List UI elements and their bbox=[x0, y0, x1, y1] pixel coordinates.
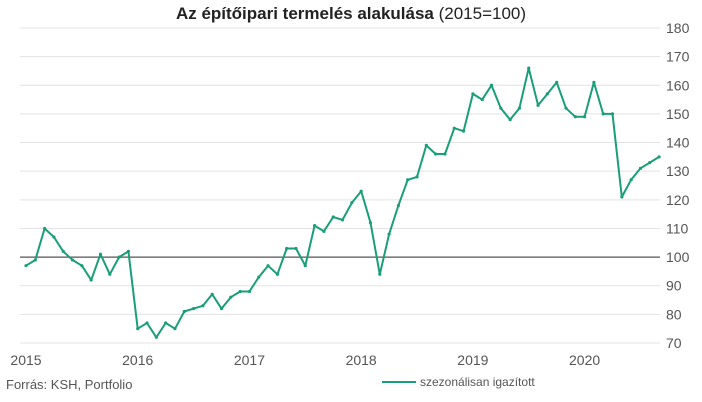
data-point bbox=[517, 106, 522, 110]
data-point bbox=[480, 97, 484, 102]
x-tick-label: 2018 bbox=[346, 352, 377, 368]
x-tick-label: 2020 bbox=[569, 352, 600, 368]
data-point bbox=[657, 155, 661, 159]
data-point bbox=[629, 178, 633, 182]
data-point bbox=[340, 218, 345, 222]
data-point bbox=[164, 321, 168, 325]
data-point bbox=[257, 275, 261, 279]
data-point bbox=[610, 112, 615, 116]
data-point bbox=[33, 258, 37, 262]
chart-title-suffix: (2015=100) bbox=[433, 4, 527, 23]
data-point bbox=[285, 246, 289, 251]
data-point bbox=[173, 327, 177, 331]
chart-title: Az építőipari termelés alakulása (2015=1… bbox=[0, 4, 702, 24]
data-point bbox=[24, 264, 28, 268]
x-tick-label: 2015 bbox=[10, 352, 41, 368]
data-point bbox=[294, 246, 298, 251]
data-point bbox=[154, 335, 158, 339]
y-tick-label: 140 bbox=[666, 135, 690, 151]
data-point bbox=[89, 278, 93, 282]
data-point bbox=[201, 304, 205, 308]
data-point bbox=[434, 152, 438, 156]
data-point bbox=[601, 112, 605, 116]
data-point bbox=[378, 272, 382, 276]
data-point bbox=[219, 307, 224, 311]
data-point bbox=[43, 226, 47, 231]
data-point bbox=[238, 289, 242, 294]
data-point bbox=[648, 160, 652, 165]
data-point bbox=[555, 80, 559, 85]
data-point bbox=[70, 258, 75, 262]
y-tick-label: 120 bbox=[666, 192, 690, 208]
data-point bbox=[452, 126, 456, 130]
data-point bbox=[396, 203, 400, 208]
data-point bbox=[527, 66, 531, 70]
data-point bbox=[536, 103, 540, 107]
y-tick-label: 180 bbox=[666, 20, 690, 36]
data-point bbox=[461, 129, 466, 133]
data-point bbox=[136, 327, 140, 331]
y-tick-label: 70 bbox=[666, 335, 682, 351]
x-tick-label: 2017 bbox=[234, 352, 265, 368]
data-point bbox=[508, 118, 512, 122]
chart-title-main: Az építőipari termelés alakulása bbox=[175, 4, 434, 23]
data-point bbox=[359, 189, 363, 193]
data-point bbox=[108, 272, 112, 276]
y-tick-label: 150 bbox=[666, 106, 690, 122]
data-point bbox=[313, 223, 317, 228]
data-point bbox=[592, 80, 596, 85]
data-point bbox=[471, 92, 475, 96]
data-point bbox=[182, 309, 186, 314]
y-tick-label: 160 bbox=[666, 77, 690, 93]
source-note: Forrás: KSH, Portfolio bbox=[6, 377, 133, 392]
data-point bbox=[350, 201, 354, 205]
data-point bbox=[564, 106, 568, 110]
data-point bbox=[98, 252, 103, 256]
y-tick-label: 170 bbox=[666, 49, 690, 65]
data-point bbox=[145, 321, 149, 325]
legend-label: szezonálisan igazított bbox=[420, 375, 535, 389]
data-point bbox=[322, 229, 326, 233]
data-point bbox=[331, 215, 335, 219]
data-point bbox=[303, 264, 307, 268]
y-tick-label: 100 bbox=[666, 249, 690, 265]
chart-legend: szezonálisan igazított bbox=[382, 375, 535, 389]
data-point bbox=[229, 295, 233, 299]
data-point bbox=[638, 166, 643, 170]
series-line-szezonalisan-igazitott bbox=[25, 67, 660, 339]
data-point bbox=[210, 292, 214, 296]
data-point bbox=[443, 152, 447, 156]
data-point bbox=[489, 83, 494, 87]
data-point bbox=[61, 249, 65, 253]
data-point bbox=[191, 307, 196, 311]
x-tick-label: 2019 bbox=[457, 352, 488, 368]
data-point bbox=[499, 106, 503, 110]
legend-line-swatch bbox=[382, 381, 416, 383]
data-point bbox=[545, 92, 549, 96]
data-point bbox=[368, 221, 373, 225]
data-point bbox=[126, 249, 131, 253]
data-point bbox=[275, 272, 279, 276]
data-point bbox=[620, 195, 624, 199]
data-point bbox=[583, 115, 587, 119]
y-tick-label: 110 bbox=[666, 220, 689, 236]
x-tick-label: 2016 bbox=[122, 352, 153, 368]
data-point bbox=[406, 178, 410, 182]
data-point bbox=[266, 264, 270, 268]
data-point bbox=[247, 289, 252, 294]
data-point bbox=[424, 143, 428, 148]
data-point bbox=[117, 255, 121, 259]
y-tick-label: 90 bbox=[666, 278, 682, 294]
data-point bbox=[415, 175, 419, 179]
data-point bbox=[387, 232, 391, 236]
data-point bbox=[80, 264, 84, 268]
data-point bbox=[52, 235, 56, 239]
y-tick-label: 130 bbox=[666, 163, 690, 179]
y-tick-label: 80 bbox=[666, 306, 682, 322]
data-point bbox=[573, 115, 577, 119]
